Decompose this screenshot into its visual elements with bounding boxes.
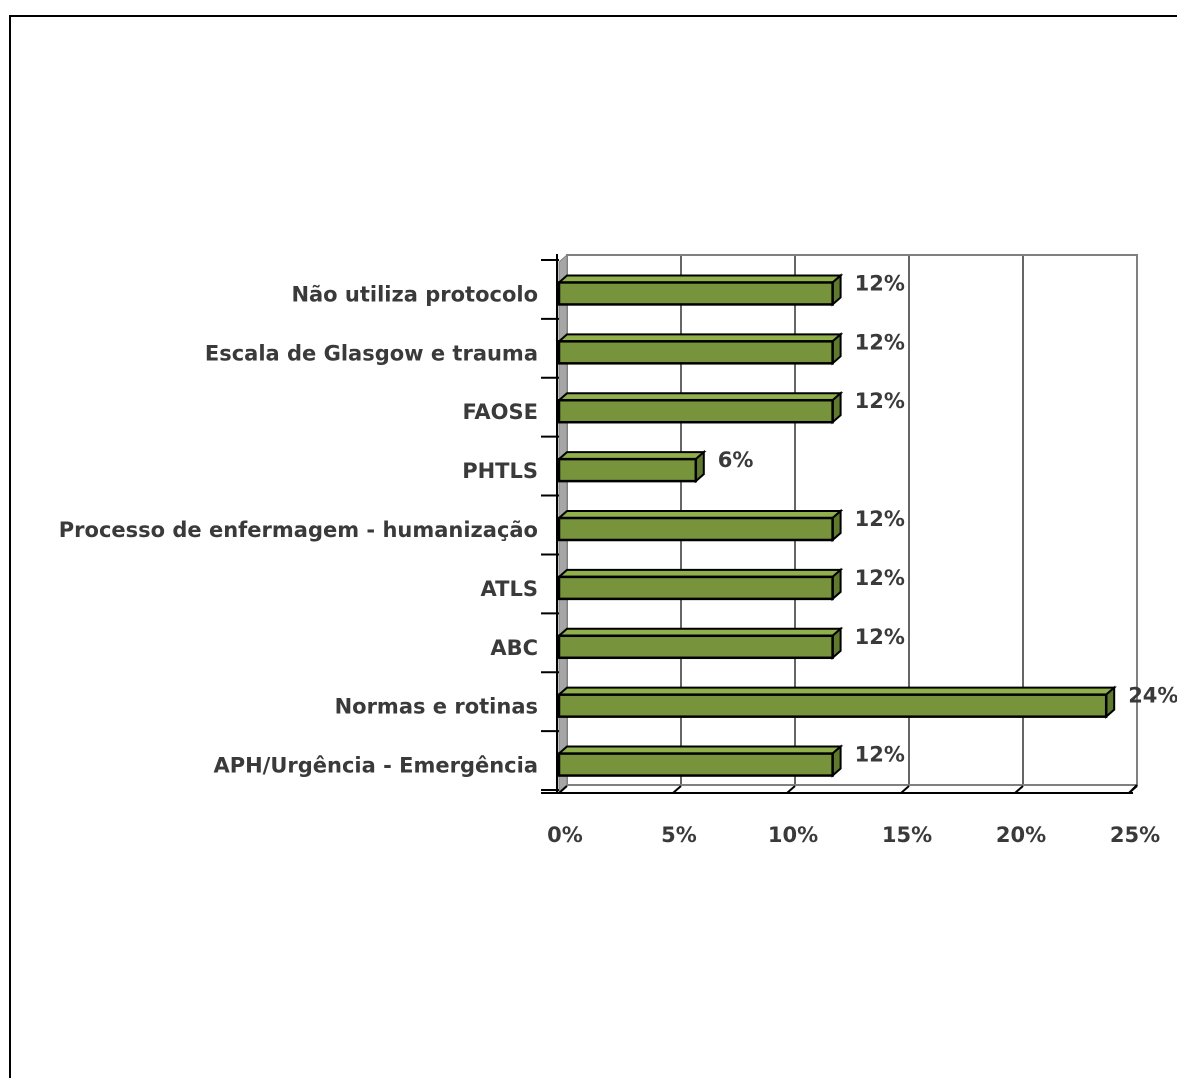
data-label: 12% — [855, 330, 905, 354]
category-label: ABC — [490, 636, 538, 660]
x-tick-label: 25% — [1110, 823, 1160, 847]
bars — [556, 273, 1117, 778]
data-label: 12% — [855, 566, 905, 590]
bar — [556, 391, 844, 425]
category-labels: Não utiliza protocolo Escala de Glasgow e… — [59, 282, 538, 777]
x-tick — [900, 785, 910, 794]
data-label: 24% — [1128, 684, 1177, 708]
bar-front-face — [557, 752, 834, 777]
bar-front-face — [557, 281, 834, 306]
bar — [556, 567, 844, 602]
bar-front-face — [557, 340, 834, 365]
x-tick-label: 10% — [768, 823, 818, 847]
bar-front-face — [557, 634, 834, 660]
bar-front-face — [557, 516, 834, 542]
data-label: 12% — [855, 389, 905, 413]
x-tick-label: 5% — [661, 823, 697, 847]
data-labels: 12% 12% 12% 6% 12% 12% 12% 24% 12% — [718, 271, 1177, 766]
x-tick — [1128, 785, 1138, 794]
data-label: 12% — [855, 271, 905, 295]
bar — [556, 744, 844, 778]
category-label: Não utiliza protocolo — [291, 282, 538, 306]
bar — [556, 332, 844, 366]
x-tick-label: 20% — [996, 823, 1046, 847]
bar-front-face — [557, 575, 834, 601]
category-label: APH/Urgência - Emergência — [213, 754, 538, 778]
chart-border — [9, 15, 1177, 1078]
data-label: 12% — [855, 743, 905, 767]
bar — [556, 508, 844, 543]
x-tick — [786, 785, 796, 794]
bar-front-face — [557, 457, 698, 483]
bar — [556, 449, 707, 484]
x-tick — [1014, 785, 1024, 794]
bar — [556, 685, 1117, 719]
bar-front-face — [557, 398, 834, 424]
x-tick-label: 15% — [882, 823, 932, 847]
category-label: Normas e rotinas — [335, 695, 538, 719]
category-label: Escala de Glasgow e trauma — [205, 341, 538, 365]
data-label: 12% — [855, 507, 905, 531]
x-tick-labels: 0% 5% 10% 15% 20% 25% — [547, 823, 1160, 847]
category-label: Processo de enfermagem - humanização — [59, 518, 538, 542]
bar-front-face — [557, 693, 1108, 718]
x-tick-label: 0% — [547, 823, 583, 847]
data-label: 12% — [855, 625, 905, 649]
x-tick — [672, 785, 682, 794]
category-label: PHTLS — [462, 459, 538, 483]
data-label: 6% — [718, 448, 754, 472]
bar — [556, 273, 844, 307]
bar — [556, 626, 844, 660]
category-label: ATLS — [481, 577, 538, 601]
category-label: FAOSE — [462, 400, 538, 424]
axes — [541, 254, 1138, 794]
x-tick — [558, 785, 568, 794]
